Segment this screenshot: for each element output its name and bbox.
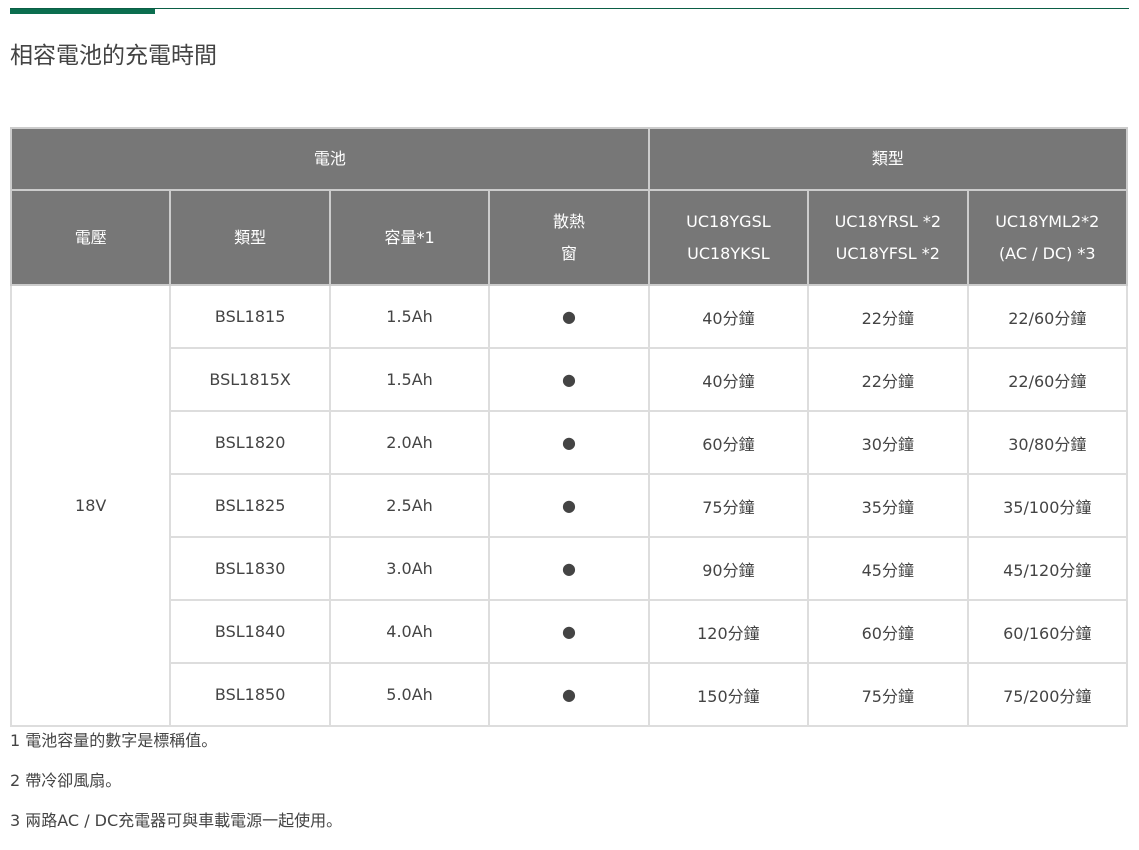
header-vent: 散熱窗	[488, 189, 650, 286]
table-row: BSL1825 2.5Ah ● 75分鐘 35分鐘 35/100分鐘	[11, 473, 1129, 538]
table-cell: 45分鐘	[807, 536, 969, 601]
table-row: 18V BSL1815 1.5Ah ● 40分鐘 22分鐘 22/60分鐘	[9, 284, 1129, 727]
table-cell: BSL1820	[169, 410, 331, 475]
table-cell: 60分鐘	[647, 410, 810, 475]
table-cell: 35分鐘	[807, 473, 969, 538]
table-cell: ●	[488, 347, 650, 412]
accent-bar	[10, 9, 155, 14]
header-battery: 電池	[10, 127, 650, 191]
table-cell: 22/60分鐘	[966, 284, 1129, 349]
header-charger-type: 類型	[647, 127, 1129, 191]
table-cell: ●	[488, 410, 650, 475]
table-row: BSL1820 2.0Ah ● 60分鐘 30分鐘 30/80分鐘	[11, 410, 1129, 475]
table-cell: 40分鐘	[647, 284, 810, 349]
table-cell: 30分鐘	[807, 410, 969, 475]
table-cell: 75/200分鐘	[966, 662, 1129, 727]
table-cell: 35/100分鐘	[966, 473, 1129, 538]
table-cell: BSL1830	[169, 536, 331, 601]
table-cell: ●	[488, 536, 650, 601]
table-cell: 1.5Ah	[328, 347, 491, 412]
header-charger-1: UC18YGSL UC18YKSL	[647, 189, 810, 286]
table-cell: 22分鐘	[807, 347, 969, 412]
table-cell: 5.0Ah	[328, 662, 491, 727]
table-cell: BSL1840	[169, 599, 331, 664]
top-rule	[10, 8, 1129, 9]
table-cell: 120分鐘	[647, 599, 810, 664]
table-cell: 75分鐘	[807, 662, 969, 727]
table-cell: 2.5Ah	[328, 473, 491, 538]
table-cell: 90分鐘	[647, 536, 810, 601]
table-cell: ●	[488, 599, 650, 664]
voltage-cell: 18V	[9, 284, 172, 727]
table-cell: 40分鐘	[647, 347, 810, 412]
table-cell: 60/160分鐘	[966, 599, 1129, 664]
table-cell: 4.0Ah	[328, 599, 491, 664]
table-cell: 22/60分鐘	[966, 347, 1129, 412]
footnotes: 1 電池容量的數字是標稱值。 2 帶冷卻風扇。 3 兩路AC / DC充電器可與…	[10, 730, 342, 850]
footnote: 2 帶冷卻風扇。	[10, 771, 122, 790]
charging-time-table: 電池 類型 電壓 類型 容量*1 散熱窗 UC18YGSL UC18YKSL UC1…	[9, 127, 1129, 727]
table-cell: 30/80分鐘	[966, 410, 1129, 475]
page-title: 相容電池的充電時間	[10, 43, 217, 69]
table-cell: 3.0Ah	[328, 536, 491, 601]
table-cell: BSL1850	[169, 662, 331, 727]
table-row: BSL1830 3.0Ah ● 90分鐘 45分鐘 45/120分鐘	[11, 536, 1129, 601]
table-cell: ●	[488, 473, 650, 538]
footnote: 1 電池容量的數字是標稱值。	[10, 731, 218, 750]
table-cell: ●	[488, 284, 650, 349]
table-row: BSL1840 4.0Ah ● 120分鐘 60分鐘 60/160分鐘	[11, 599, 1129, 664]
footnote: 3 兩路AC / DC充電器可與車載電源一起使用。	[10, 811, 343, 830]
table-row: BSL1815X 1.5Ah ● 40分鐘 22分鐘 22/60分鐘	[11, 347, 1129, 412]
table-row: BSL1850 5.0Ah ● 150分鐘 75分鐘 75/200分鐘	[11, 662, 1129, 727]
table-cell: 60分鐘	[807, 599, 969, 664]
table-cell: 75分鐘	[647, 473, 810, 538]
table-cell: 2.0Ah	[328, 410, 491, 475]
header-charger-3: UC18YML2*2 (AC / DC) *3	[966, 189, 1129, 286]
table-cell: 22分鐘	[807, 284, 969, 349]
table-cell: 1.5Ah	[328, 284, 491, 349]
header-type: 類型	[169, 189, 331, 286]
header-voltage: 電壓	[9, 189, 172, 286]
table-cell: ●	[488, 662, 650, 727]
header-charger-2: UC18YRSL *2 UC18YFSL *2	[807, 189, 969, 286]
table-cell: BSL1825	[169, 473, 331, 538]
table-cell: 150分鐘	[647, 662, 810, 727]
table-cell: 45/120分鐘	[966, 536, 1129, 601]
table-cell: BSL1815X	[169, 347, 331, 412]
table-cell: BSL1815	[169, 284, 331, 349]
header-capacity: 容量*1	[328, 189, 491, 286]
